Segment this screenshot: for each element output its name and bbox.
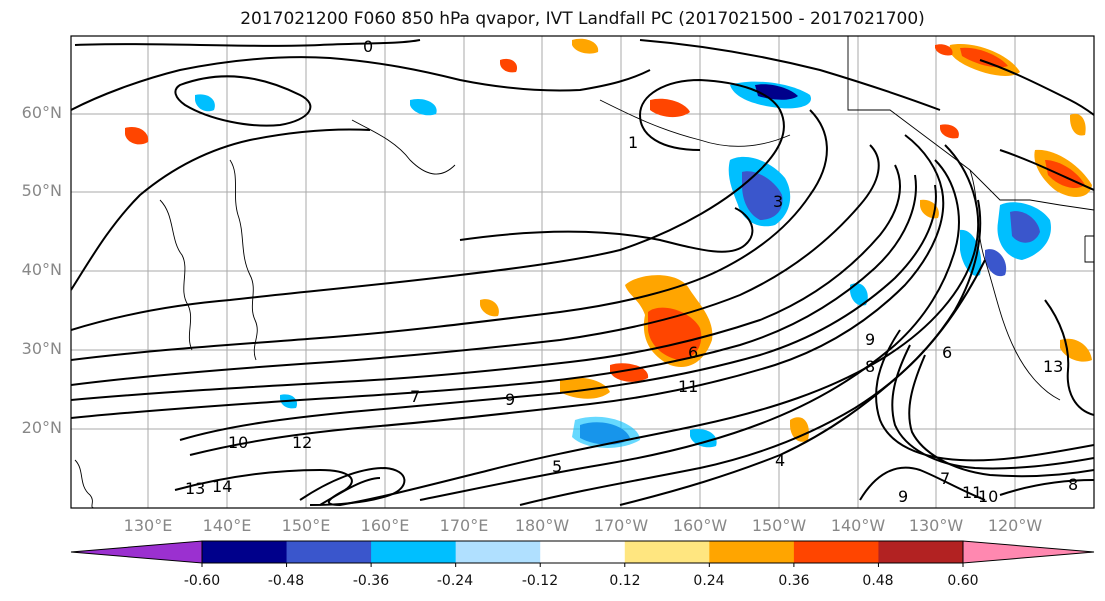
lat-label-60n: 60°N xyxy=(21,103,62,122)
map-title: 2017021200 F060 850 hPa qvapor, IVT Land… xyxy=(240,9,925,29)
contour-label-10b: 10 xyxy=(978,487,998,506)
contour-label-13b: 13 xyxy=(1043,357,1063,376)
contour-label-9c: 9 xyxy=(865,330,875,349)
colorbar-tick-label: 0.48 xyxy=(862,573,894,589)
contour-label-11b: 11 xyxy=(962,483,982,502)
contour-label-9b: 9 xyxy=(898,487,908,506)
contour-label-7b: 7 xyxy=(940,469,950,488)
colorbar-tick-label: -0.60 xyxy=(183,573,221,589)
lon-label-130w: 130°W xyxy=(908,516,964,535)
contour-label-4: 4 xyxy=(775,451,785,470)
contour-label-9: 9 xyxy=(505,390,515,409)
lon-label-140w: 140°W xyxy=(830,516,886,535)
lon-label-180w: 180°W xyxy=(514,516,570,535)
ivt-contours xyxy=(71,39,1094,507)
lat-label-50n: 50°N xyxy=(21,181,62,200)
lon-label-170w: 170°W xyxy=(593,516,649,535)
colorbar-tick-label: -0.36 xyxy=(352,573,390,589)
lon-label-160e: 160°E xyxy=(360,516,410,535)
contour-label-6b: 6 xyxy=(942,343,952,362)
contour-label-11: 11 xyxy=(678,377,698,396)
contour-label-6: 6 xyxy=(688,343,698,362)
map-frame xyxy=(70,35,1095,509)
lon-label-170e: 170°E xyxy=(439,516,489,535)
contour-label-10: 10 xyxy=(228,433,248,452)
contour-label-8: 8 xyxy=(865,357,875,376)
lon-label-150w: 150°W xyxy=(751,516,807,535)
contour-label-13: 13 xyxy=(185,479,205,498)
lat-label-20n: 20°N xyxy=(21,418,62,437)
contour-label-14: 14 xyxy=(212,477,232,496)
contour-label-5: 5 xyxy=(552,457,562,476)
contour-label-12: 12 xyxy=(292,433,312,452)
contour-label-7: 7 xyxy=(410,387,420,406)
lat-label-30n: 30°N xyxy=(21,339,62,358)
colorbar-tick-label: 0.24 xyxy=(693,573,725,589)
contour-label-3: 3 xyxy=(773,192,783,211)
contour-label-0: 0 xyxy=(363,37,373,56)
lon-label-160w: 160°W xyxy=(672,516,728,535)
lon-label-120w: 120°W xyxy=(987,516,1043,535)
colorbar-tick-label: -0.12 xyxy=(521,573,559,589)
colorbar-tick-label: -0.48 xyxy=(267,573,305,589)
colorbar-tick-label: 0.36 xyxy=(778,573,810,589)
lon-label-140e: 140°E xyxy=(202,516,252,535)
contour-label-8b: 8 xyxy=(1068,475,1078,494)
colorbar-tick-label: 0.12 xyxy=(609,573,641,589)
colorbar-tick-label: 0.60 xyxy=(947,573,979,589)
contour-label-1: 1 xyxy=(628,133,638,152)
lat-label-40n: 40°N xyxy=(21,260,62,279)
colorbar-tick-label: -0.24 xyxy=(436,573,474,589)
lon-label-130e: 130°E xyxy=(123,516,173,535)
lon-label-150e: 150°E xyxy=(281,516,331,535)
